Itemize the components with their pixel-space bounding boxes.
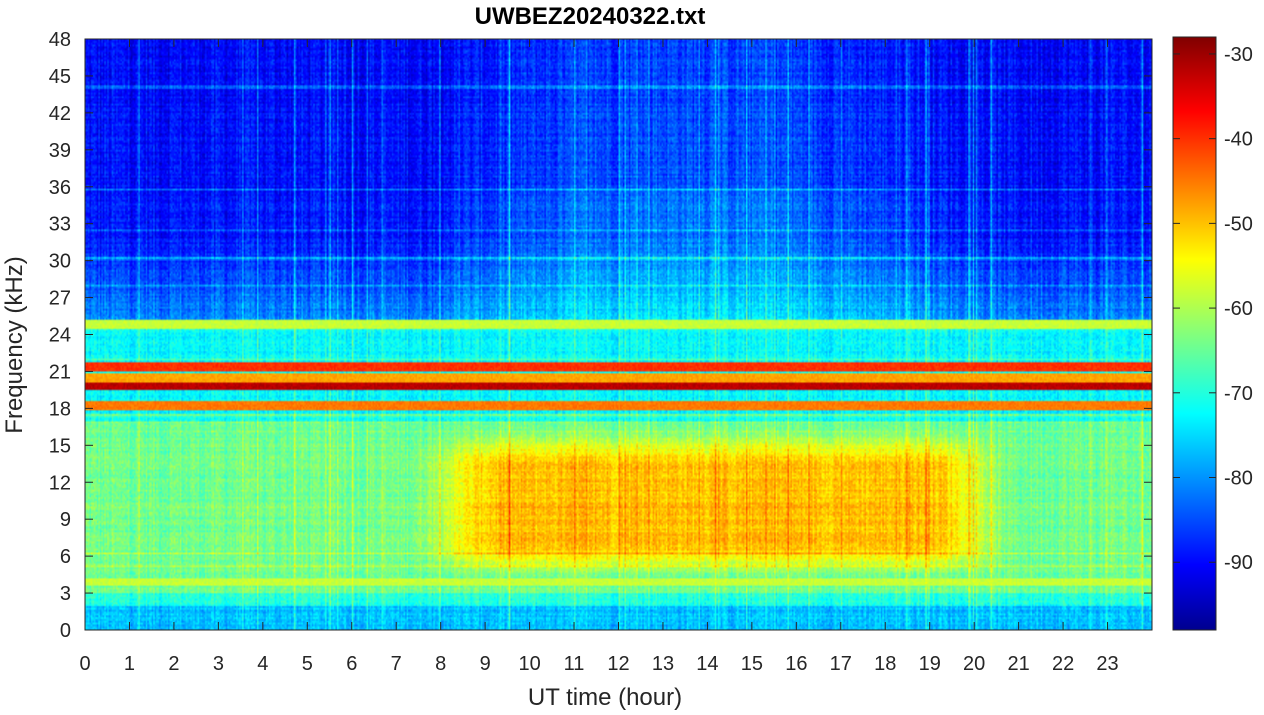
colorbar-tick-label: -70 xyxy=(1224,383,1253,405)
y-tick-label: 21 xyxy=(49,361,71,383)
x-axis: 0 1 2 3 4 5 6 7 8 9 10 11 12 13 14 15 16 17 18 19 20 21 22 23 xyxy=(79,39,1119,675)
x-tick-label: 22 xyxy=(1052,653,1074,675)
y-tick-label: 18 xyxy=(49,398,71,420)
y-tick-label: 36 xyxy=(49,177,71,199)
x-tick-label: 18 xyxy=(874,653,896,675)
x-tick-label: 2 xyxy=(168,653,179,675)
x-tick-label: 15 xyxy=(741,653,763,675)
x-tick-label: 1 xyxy=(124,653,135,675)
x-tick-label: 3 xyxy=(213,653,224,675)
x-tick-label: 0 xyxy=(79,653,90,675)
y-tick-label: 9 xyxy=(60,509,71,531)
x-axis-label: UT time (hour) xyxy=(528,684,682,711)
y-tick-label: 42 xyxy=(49,103,71,125)
y-tick-label: 0 xyxy=(60,620,71,642)
y-tick-label: 33 xyxy=(49,214,71,236)
x-tick-label: 23 xyxy=(1096,653,1118,675)
x-tick-label: 7 xyxy=(391,653,402,675)
x-tick-label: 10 xyxy=(518,653,540,675)
y-tick-label: 3 xyxy=(60,583,71,605)
y-tick-label: 48 xyxy=(49,29,71,51)
y-tick-label: 24 xyxy=(49,325,71,347)
x-tick-label: 8 xyxy=(435,653,446,675)
colorbar-gradient xyxy=(1173,37,1216,630)
colorbar-ticks: -90 -80 -70 -60 -50 -40 -30 xyxy=(1173,44,1253,574)
colorbar-tick-label: -50 xyxy=(1224,213,1253,235)
y-tick-label: 15 xyxy=(49,435,71,457)
x-tick-label: 19 xyxy=(919,653,941,675)
x-tick-label: 6 xyxy=(346,653,357,675)
x-tick-label: 21 xyxy=(1008,653,1030,675)
x-tick-label: 5 xyxy=(302,653,313,675)
colorbar-tick-label: -40 xyxy=(1224,129,1253,151)
colorbar-frame xyxy=(1172,36,1217,631)
colorbar-tick-label: -80 xyxy=(1224,468,1253,490)
y-tick-label: 30 xyxy=(49,251,71,273)
x-tick-label: 9 xyxy=(480,653,491,675)
colorbar-tick-label: -90 xyxy=(1224,552,1253,574)
x-tick-label: 14 xyxy=(696,653,718,675)
colorbar: -90 -80 -70 -60 -50 -40 -30 xyxy=(1172,36,1253,631)
x-tick-label: 11 xyxy=(564,653,585,675)
plot-area: 0 1 2 3 4 5 6 7 8 9 10 11 12 13 14 15 16 17 18 19 20 21 22 23 0… xyxy=(49,29,1153,675)
colorbar-tick-label: -60 xyxy=(1224,298,1253,320)
x-tick-label: 16 xyxy=(785,653,807,675)
x-tick-label: 4 xyxy=(257,653,268,675)
y-tick-label: 39 xyxy=(49,140,71,162)
y-tick-label: 27 xyxy=(49,288,71,310)
x-tick-label: 12 xyxy=(607,653,629,675)
spectrogram-heatmap xyxy=(85,39,1152,630)
y-tick-label: 6 xyxy=(60,546,71,568)
x-tick-label: 17 xyxy=(830,653,852,675)
y-tick-label: 12 xyxy=(49,472,71,494)
chart-title: UWBEZ20240322.txt xyxy=(475,3,706,30)
y-tick-label: 45 xyxy=(49,66,71,88)
y-axis-label: Frequency (kHz) xyxy=(1,256,28,433)
colorbar-tick-label: -30 xyxy=(1224,44,1253,66)
x-tick-label: 20 xyxy=(963,653,985,675)
x-tick-label: 13 xyxy=(652,653,674,675)
